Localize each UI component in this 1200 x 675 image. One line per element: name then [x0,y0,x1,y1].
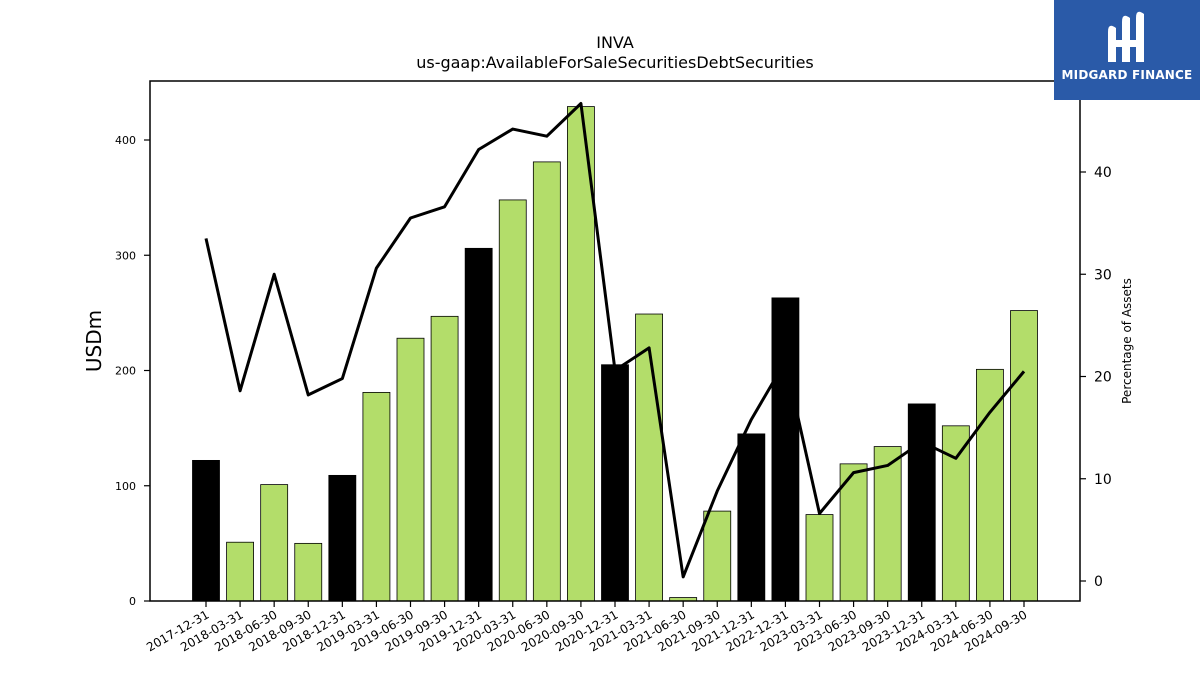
y-tick-label: 400 [115,134,136,147]
logo-text: MIDGARD FINANCE [1061,68,1193,82]
bar [635,313,663,602]
bar [873,446,902,602]
y-tick-label: 100 [115,480,136,493]
bar [260,484,289,602]
y-tick-label: 200 [115,365,136,378]
bar [498,199,527,602]
bar [396,337,425,602]
y2-tick-label: 40 [1094,165,1112,181]
y-tick-label: 300 [115,249,136,262]
y2-tick-label: 0 [1094,574,1103,590]
bar [839,463,868,602]
bar [226,541,254,602]
bar [532,161,561,602]
midgard-finance-logo: MIDGARD FINANCE [1054,0,1200,100]
bar [294,542,323,602]
y2-tick-label: 30 [1094,267,1112,283]
right-axis-ticks: 0 10 20 30 40 [1080,165,1112,590]
logo-mark-icon [1108,11,1144,62]
percent-line [204,101,1026,579]
bar [362,391,391,602]
bar [805,514,834,602]
bar [567,106,595,602]
left-axis-ticks: 0 100 200 300 400 [115,134,150,608]
bar [941,425,970,602]
bar [430,315,459,602]
y-axis-label: USDm [82,310,106,372]
bar [737,433,766,602]
bar [771,297,800,602]
bar [328,474,357,602]
bar [192,459,220,602]
bar [601,364,629,602]
y2-axis-label: Percentage of Assets [1120,278,1134,404]
x-axis-ticks: 2017-12-312018-03-312018-06-302018-09-30… [144,601,1030,654]
bar [1010,310,1038,602]
chart-subtitle: us-gaap:AvailableForSaleSecuritiesDebtSe… [416,53,814,72]
bar [976,368,1004,602]
bars-group [192,106,1038,602]
y-tick-label: 0 [129,595,136,608]
chart-title: INVA [596,33,634,52]
bar [464,247,493,602]
bar [703,510,732,602]
y2-tick-label: 20 [1094,370,1112,386]
y2-tick-label: 10 [1094,472,1112,488]
line-group [204,101,1026,579]
bar [907,403,936,602]
